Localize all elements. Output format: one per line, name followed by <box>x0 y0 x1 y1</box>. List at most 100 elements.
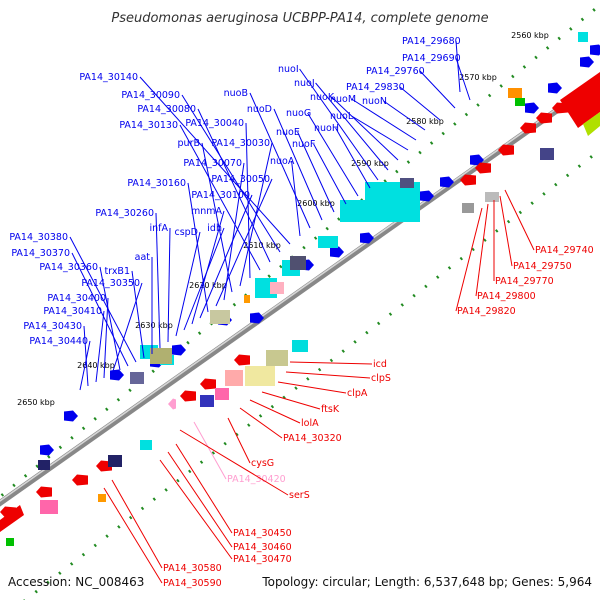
forward-gene-label[interactable]: PA14_30260 <box>95 208 154 219</box>
forward-gene-label[interactable]: nuoL <box>330 111 354 122</box>
forward-label-connector <box>299 68 379 181</box>
forward-gene-label[interactable]: PA14_30350 <box>81 278 140 289</box>
annotated-feature-block <box>485 192 499 202</box>
forward-gene-label[interactable]: nuoM <box>330 94 356 105</box>
forward-label-connector <box>307 112 359 197</box>
forward-gene-label[interactable]: PA14_30090 <box>121 90 180 101</box>
forward-gene-label[interactable]: PA14_30130 <box>119 120 178 131</box>
reverse-gene-label[interactable]: PA14_30580 <box>163 563 222 574</box>
forward-gene-label[interactable]: nuoN <box>362 96 387 107</box>
forward-gene-label[interactable]: PA14_30430 <box>23 321 82 332</box>
forward-gene-label[interactable]: nuoI <box>278 64 299 75</box>
reverse-label-connector <box>277 381 347 394</box>
forward-gene-label[interactable]: PA14_29830 <box>346 82 405 93</box>
forward-label-connector <box>139 76 291 245</box>
forward-gene-label[interactable]: PA14_30380 <box>9 232 68 243</box>
annotated-feature-block <box>40 500 58 514</box>
forward-label-connector <box>419 70 456 109</box>
forward-gene-label[interactable]: PA14_30160 <box>127 178 186 189</box>
forward-label-connector <box>99 266 121 371</box>
reverse-gene-arrow <box>536 112 552 124</box>
reverse-label-connector <box>167 451 233 548</box>
reverse-gene-label[interactable]: PA14_29750 <box>513 261 572 272</box>
forward-gene-label[interactable]: nuoH <box>314 123 339 134</box>
forward-gene-label[interactable]: PA14_30070 <box>183 158 242 169</box>
reverse-gene-label[interactable]: icd <box>373 359 387 370</box>
annotated-feature-block <box>540 148 554 160</box>
reverse-gene-label[interactable]: PA14_30320 <box>283 433 342 444</box>
forward-gene-label[interactable]: PA14_30050 <box>211 174 270 185</box>
forward-label-connector <box>111 282 143 375</box>
forward-gene-label[interactable]: nuoK <box>310 92 335 103</box>
forward-gene-label[interactable]: PA14_30100 <box>191 190 250 201</box>
annotated-feature-block <box>6 538 14 546</box>
reverse-label-connector <box>289 361 373 365</box>
forward-gene-label[interactable]: idh <box>207 223 222 234</box>
forward-label-connector <box>399 86 441 121</box>
forward-label-connector <box>351 98 417 141</box>
forward-gene-arrow <box>580 56 594 68</box>
forward-gene-label[interactable]: PA14_30370 <box>11 248 70 259</box>
reverse-label-connector <box>227 417 251 464</box>
forward-gene-label[interactable]: nuoE <box>276 127 300 138</box>
reverse-gene-label[interactable]: PA14_29770 <box>495 276 554 287</box>
forward-gene-label[interactable]: aat <box>135 252 151 263</box>
forward-gene-label[interactable]: trxB1 <box>104 266 130 277</box>
reverse-gene-label[interactable]: PA14_30420 <box>227 474 286 485</box>
reverse-gene-arrow <box>234 354 250 366</box>
forward-gene-label[interactable]: nuoJ <box>294 78 315 89</box>
genome-backbone <box>0 77 600 507</box>
reverse-gene-label[interactable]: lolA <box>301 418 319 429</box>
forward-gene-label[interactable]: PA14_30080 <box>137 104 196 115</box>
forward-gene-label[interactable]: PA14_30030 <box>211 138 270 149</box>
forward-gene-label[interactable]: PA14_30360 <box>39 262 98 273</box>
annotated-feature-block <box>38 460 50 470</box>
forward-gene-arrow <box>590 44 600 56</box>
forward-label-connector <box>455 57 471 101</box>
reverse-gene-label[interactable]: clpS <box>371 373 391 384</box>
annotated-feature-block <box>245 366 275 386</box>
forward-gene-label[interactable]: infA <box>149 223 168 234</box>
annotated-feature-block <box>225 370 243 386</box>
forward-gene-label[interactable]: cspD <box>174 227 198 238</box>
reverse-gene-label[interactable]: clpA <box>347 388 368 399</box>
forward-gene-label[interactable]: PA14_29760 <box>366 66 425 77</box>
reverse-gene-label[interactable]: cysG <box>251 458 274 469</box>
forward-label-connector <box>331 96 399 161</box>
annotated-feature-block <box>266 350 288 366</box>
annotated-feature-block <box>130 372 144 384</box>
reverse-gene-label[interactable]: serS <box>289 490 310 501</box>
forward-gene-label[interactable]: nuoA <box>270 156 295 167</box>
forward-gene-label[interactable]: nuoG <box>286 108 311 119</box>
annotated-feature-block <box>290 256 306 270</box>
forward-gene-label[interactable]: PA14_30400 <box>47 293 106 304</box>
forward-gene-label[interactable]: PA14_29690 <box>402 53 461 64</box>
forward-gene-label[interactable]: PA14_30040 <box>185 118 244 129</box>
forward-label-connector <box>249 92 311 229</box>
reverse-gene-arrow <box>520 122 536 134</box>
forward-gene-label[interactable]: PA14_30140 <box>79 72 138 83</box>
forward-gene-label[interactable]: nuoD <box>247 104 272 115</box>
forward-gene-label[interactable]: nuoB <box>224 88 248 99</box>
forward-label-connector <box>179 124 261 271</box>
forward-label-connector <box>181 94 281 253</box>
reverse-gene-label[interactable]: PA14_30460 <box>233 542 292 553</box>
reverse-gene-label[interactable]: PA14_29820 <box>457 306 516 317</box>
forward-gene-arrow <box>360 232 374 244</box>
reverse-gene-label[interactable]: PA14_30590 <box>163 578 222 589</box>
annotated-feature-block <box>210 310 230 324</box>
forward-gene-label[interactable]: mnmA <box>191 206 223 217</box>
forward-gene-label[interactable]: PA14_29680 <box>402 36 461 47</box>
forward-gene-label[interactable]: purB <box>178 138 200 149</box>
forward-gene-label[interactable]: PA14_30440 <box>29 336 88 347</box>
cds-feature-block <box>318 236 338 248</box>
reverse-gene-labels: PA14_29740 PA14_29750 PA14_29770 PA14_29800… <box>103 189 594 589</box>
forward-gene-label[interactable]: PA14_30410 <box>43 306 102 317</box>
reverse-gene-label[interactable]: PA14_30450 <box>233 528 292 539</box>
forward-label-connector <box>155 212 161 349</box>
reverse-gene-label[interactable]: PA14_29740 <box>535 245 594 256</box>
reverse-gene-label[interactable]: PA14_30470 <box>233 554 292 565</box>
reverse-gene-label[interactable]: PA14_29800 <box>477 291 536 302</box>
reverse-gene-label[interactable]: ftsK <box>321 404 340 415</box>
